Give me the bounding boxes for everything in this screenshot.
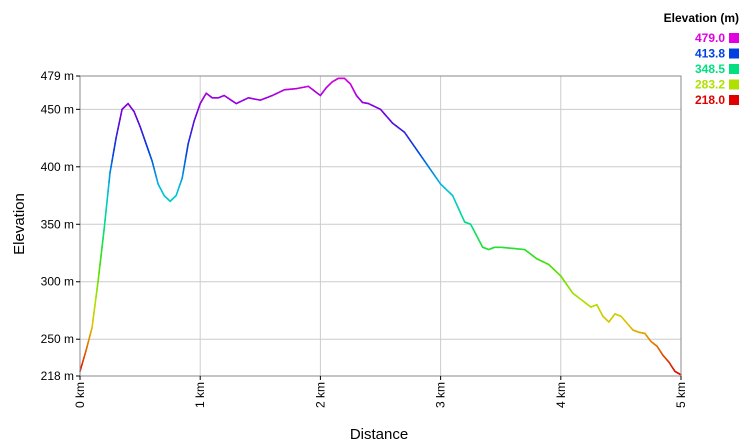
y-tick-label: 300 m xyxy=(41,275,74,289)
legend-swatch xyxy=(729,79,739,90)
elevation-line-segment xyxy=(453,199,458,206)
x-axis-ticks: 0 km 1 km 2 km 3 km 4 km 5 km xyxy=(73,376,688,408)
elevation-line-segment xyxy=(112,148,115,157)
y-tick-label: 400 m xyxy=(41,160,74,174)
elevation-line-segment xyxy=(115,132,118,139)
elevation-line-segment xyxy=(92,311,95,321)
legend-entry-label: 348.5 xyxy=(695,62,725,76)
y-tick-label: 218 m xyxy=(41,369,74,383)
elevation-line-segment xyxy=(91,319,94,329)
elevation-line-segment xyxy=(103,219,106,231)
elevation-line-segment xyxy=(113,143,116,151)
elevation-line-segment xyxy=(97,272,100,283)
x-tick-label: 3 km xyxy=(434,382,448,408)
y-tick-label: 350 m xyxy=(41,217,74,231)
x-tick-label: 5 km xyxy=(674,382,688,408)
elevation-line-segment xyxy=(105,200,108,212)
elevation-line-segment xyxy=(104,210,107,222)
elevation-line-segment xyxy=(100,246,103,257)
elevation-line-segment xyxy=(99,255,102,266)
elevation-line-segment xyxy=(111,154,114,162)
legend-swatch xyxy=(729,95,739,105)
legend-swatch xyxy=(729,48,739,59)
y-tick-label: 250 m xyxy=(41,332,74,346)
elevation-line-segment xyxy=(106,190,109,203)
elevation-line-segment xyxy=(101,237,104,249)
elevation-line-segment xyxy=(107,181,110,193)
elevation-line-segment xyxy=(116,127,119,135)
y-tick-label: 479 m xyxy=(41,69,74,83)
elevation-line-segment xyxy=(108,171,111,183)
elevation-line-segment xyxy=(461,216,466,223)
elevation-line-segment xyxy=(94,296,97,306)
y-axis-ticks: 218 m 250 m 300 m 350 m 400 m 450 m 479 m xyxy=(41,69,80,383)
x-tick-label: 2 km xyxy=(313,382,327,408)
x-tick-label: 4 km xyxy=(554,382,568,408)
chart-grid xyxy=(79,75,682,377)
x-tick-label: 1 km xyxy=(193,382,207,408)
legend-entry-label: 218.0 xyxy=(695,93,725,107)
elevation-line-segment xyxy=(95,288,98,298)
elevation-line-segment xyxy=(117,122,120,130)
elevation-line-segment xyxy=(120,108,123,115)
legend-title: Elevation (m) xyxy=(664,11,739,25)
elevation-line-segment xyxy=(181,171,184,180)
elevation-line-segment xyxy=(109,166,112,174)
elevation-line-segment xyxy=(96,280,99,291)
elevation-line-segment xyxy=(118,118,121,125)
elevation-line-segment xyxy=(119,113,122,120)
elevation-line-segment xyxy=(98,263,101,274)
elevation-line-segment xyxy=(110,160,113,168)
elevation-line-segment xyxy=(185,148,188,157)
elevation-line-segment xyxy=(455,203,460,210)
elevation-line-segment xyxy=(102,229,105,240)
elevation-line-segment xyxy=(459,212,464,219)
elevation-series xyxy=(79,77,682,376)
y-tick-label: 450 m xyxy=(41,102,74,116)
elevation-line-segment xyxy=(184,154,187,162)
x-axis-title: Distance xyxy=(350,426,408,442)
elevation-line-segment xyxy=(457,207,462,214)
elevation-line-segment xyxy=(183,160,186,168)
x-tick-label: 0 km xyxy=(73,382,87,408)
plot-frame xyxy=(79,75,682,377)
legend-entry-label: 413.8 xyxy=(695,47,725,61)
legend-entry-label: 479.0 xyxy=(695,31,725,45)
elevation-line-segment xyxy=(114,137,117,145)
legend-entry-label: 283.2 xyxy=(695,78,725,92)
elevation-line-segment xyxy=(451,194,456,201)
legend-swatch xyxy=(729,64,739,74)
elevation-line-segment xyxy=(186,143,189,151)
y-axis-title: Elevation xyxy=(11,193,28,255)
elevation-line-segment xyxy=(93,303,96,314)
elevation-line-segment xyxy=(182,166,185,174)
legend-swatch xyxy=(729,33,739,43)
